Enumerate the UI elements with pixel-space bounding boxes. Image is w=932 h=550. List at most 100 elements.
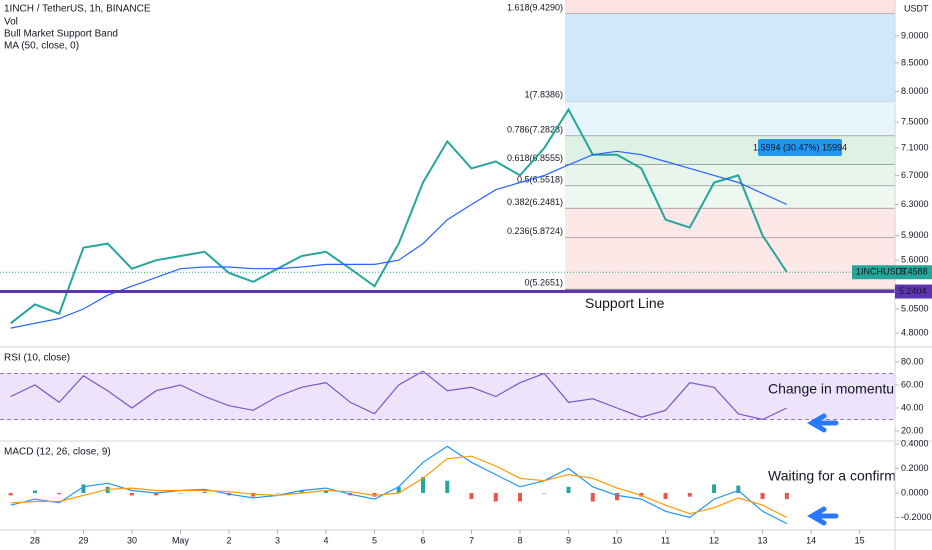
fib-zone xyxy=(565,101,895,136)
macd-histogram-bar xyxy=(154,492,159,496)
y-tick-label: 7.1000 xyxy=(901,142,929,152)
macd-line xyxy=(10,445,788,525)
support-price: 5.2404 xyxy=(899,286,927,296)
macd-histogram-bar xyxy=(299,490,304,493)
ma-line xyxy=(10,150,788,329)
fib-zone xyxy=(565,237,895,290)
fib-label: 0(5.2651) xyxy=(524,278,563,288)
macd-histogram-bar xyxy=(590,492,595,502)
y-tick-label: 9.0000 xyxy=(901,30,929,40)
macd-histogram-bar xyxy=(202,491,207,493)
macd-histogram-bar xyxy=(8,492,13,496)
macd-histogram-bar xyxy=(469,492,474,500)
fib-label: 0.5(6.5518) xyxy=(517,174,563,184)
fib-zone xyxy=(565,164,895,186)
macd-histogram-bar xyxy=(784,492,789,500)
measure-box xyxy=(758,139,842,156)
fib-label: 0.786(7.2828) xyxy=(507,124,563,134)
indicator-name: Bull Market Support Band xyxy=(4,29,118,40)
position-target xyxy=(565,13,895,102)
y-tick-label: 8.0000 xyxy=(901,86,929,96)
indicator-name: Vol xyxy=(4,17,18,28)
fib-label: 0.382(6.2481) xyxy=(507,197,563,207)
x-tick-label: 12 xyxy=(709,535,719,545)
x-tick-label: 3 xyxy=(275,535,280,545)
series-name: 1INCHUSDT xyxy=(856,267,908,277)
macd-histogram-bar xyxy=(493,492,498,502)
x-tick-label: 13 xyxy=(758,535,768,545)
fib-zone xyxy=(565,185,895,209)
arrow xyxy=(807,506,839,526)
macd-histogram-bar xyxy=(275,492,280,494)
macd-histogram-bar xyxy=(129,492,134,496)
macd-histogram-bar xyxy=(663,492,668,500)
macd-histogram-bar xyxy=(32,490,37,493)
macd-histogram-bar xyxy=(542,492,547,494)
macd-histogram-bar xyxy=(615,492,620,501)
last-price-tag xyxy=(852,265,932,280)
y-tick-label: -0.2000 xyxy=(901,512,932,522)
rsi-annotation: Change in momentum xyxy=(768,381,906,397)
x-tick-label: May xyxy=(172,535,190,545)
y-tick-label: 5.9000 xyxy=(901,230,929,240)
x-tick-label: 4 xyxy=(323,535,328,545)
y-tick-label: 7.5000 xyxy=(901,116,929,126)
last-price: 5.4588 xyxy=(900,267,928,277)
macd-histogram-bar xyxy=(57,492,62,495)
rsi-band xyxy=(0,373,895,420)
macd-histogram-bar xyxy=(81,484,86,493)
macd-histogram-bar xyxy=(736,485,741,493)
fib-zone xyxy=(565,208,895,238)
signal-line xyxy=(10,455,788,519)
support-price-tag xyxy=(895,284,932,299)
y-tick-label: 0.4000 xyxy=(901,438,929,448)
macd-histogram-bar xyxy=(178,492,183,494)
rsi-title: RSI (10, close) xyxy=(4,353,70,364)
x-tick-label: 8 xyxy=(518,535,523,545)
y-tick-label: 8.5000 xyxy=(901,57,929,67)
rsi-line xyxy=(10,370,788,421)
macd-title: MACD (12, 26, close, 9) xyxy=(4,447,111,458)
x-tick-label: 6 xyxy=(420,535,425,545)
x-tick-label: 14 xyxy=(806,535,816,545)
x-tick-label: 15 xyxy=(855,535,865,545)
x-tick-label: 7 xyxy=(469,535,474,545)
measure-label: 1.5994 (30.47%) 15994 xyxy=(753,142,847,152)
y-tick-label: 5.6000 xyxy=(901,255,929,265)
price-line xyxy=(10,107,788,325)
x-tick-label: 11 xyxy=(661,535,670,545)
macd-histogram-bar xyxy=(421,477,426,493)
currency: USDT xyxy=(904,3,929,13)
x-tick-label: 5 xyxy=(372,535,377,545)
macd-histogram-bar xyxy=(323,490,328,493)
y-tick-label: 4.8000 xyxy=(901,327,929,337)
y-tick-label: 0.2000 xyxy=(901,463,929,473)
x-tick-label: 28 xyxy=(30,535,40,545)
y-tick-label: 6.7000 xyxy=(901,170,929,180)
y-tick-label: 40.00 xyxy=(901,402,924,412)
x-tick-label: 10 xyxy=(612,535,622,545)
macd-annotation: Waiting for a confirmation xyxy=(768,468,926,484)
macd-histogram-bar xyxy=(712,484,717,493)
y-tick-label: 20.00 xyxy=(901,425,924,435)
fib-label: 1.618(9.4290) xyxy=(507,2,563,12)
macd-histogram-bar xyxy=(445,480,450,493)
arrow xyxy=(807,413,839,433)
y-tick-label: 5.0500 xyxy=(901,303,929,313)
macd-histogram-bar xyxy=(396,486,401,493)
support-label: Support Line xyxy=(585,295,665,311)
y-tick-label: 6.3000 xyxy=(901,199,929,209)
chart-title: 1INCH / TetherUS, 1h, BINANCE xyxy=(4,4,151,15)
x-tick-label: 29 xyxy=(78,535,88,545)
ma-name: MA (50, close, 0) xyxy=(4,41,79,52)
macd-histogram-bar xyxy=(687,492,692,497)
fib-label: 1(7.8386) xyxy=(524,90,563,100)
fib-zone xyxy=(565,0,895,14)
y-tick-label: 0.0000 xyxy=(901,487,929,497)
macd-histogram-bar xyxy=(518,492,523,502)
y-tick-label: 60.00 xyxy=(901,379,924,389)
macd-histogram-bar xyxy=(566,486,571,493)
x-tick-label: 2 xyxy=(226,535,231,545)
x-tick-label: 9 xyxy=(566,535,571,545)
